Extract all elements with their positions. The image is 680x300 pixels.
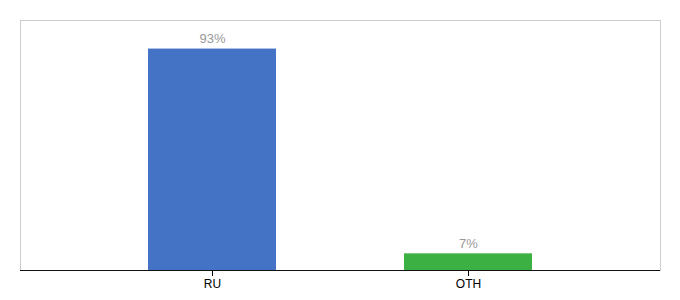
svg-text:OTH: OTH	[456, 277, 481, 291]
svg-text:93%: 93%	[199, 31, 225, 46]
svg-text:7%: 7%	[459, 236, 478, 251]
svg-text:RU: RU	[204, 277, 221, 291]
